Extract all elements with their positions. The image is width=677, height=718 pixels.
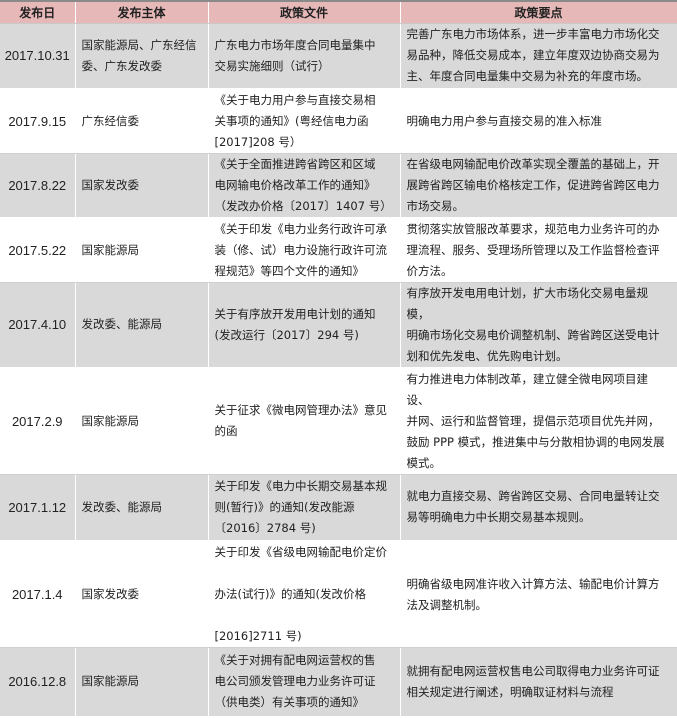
issuer-cell: 广东经信委 [75,88,209,154]
issuer-cell: 发改委、能源局 [75,282,209,369]
header-row: 发布日 发布主体 政策文件 政策要点 [0,1,677,24]
issuer-cell: 国家发改委 [75,153,209,219]
document-cell: 《关于电力用户参与直接交易相 关事项的通知》(粤经信电力函 [2017]208 … [208,88,401,154]
points-cell: 有力推进电力体制改革，建立健全微电网项目建设、 并网、运行和监督管理，提倡示范项… [400,367,677,475]
table-row: 2017.1.4 国家发改委 关于印发《省级电网输配电价定价 办法(试行)》的通知(… [0,541,677,648]
table-row: 2017.8.22 国家发改委 《关于全面推进跨省跨区和区域 电网输电价格改革工作的… [0,153,677,219]
document-cell: 广东电力市场年度合同电量集中 交易实施细则（试行） [208,23,401,90]
table-row: 2017.4.10 发改委、能源局 关于有序放开发用电计划的通知 (发改运行〔201… [0,282,677,369]
document-cell: 《关于对拥有配电网运营权的售 电公司颁发管理电力业务许可证 （供电类）有关事项的… [208,647,401,718]
issuer-cell: 国家能源局 [75,217,209,283]
table-row: 2017.5.22 国家能源局 《关于印发《电力业务行政许可承 装（修、试）电力设施… [0,217,677,283]
date-cell: 2016.12.8 [0,647,76,718]
date-cell: 2017.2.9 [0,367,76,475]
document-cell: 关于印发《省级电网输配电价定价 办法(试行)》的通知(发改价格 [2016]27… [208,541,401,648]
table-row: 2017.2.9 国家能源局 关于征求《微电网管理办法》意见 的函 有力推进电力体制改… [0,367,677,475]
document-cell: 《关于印发《电力业务行政许可承 装（修、试）电力设施行政许可流 程规范》等四个文… [208,217,401,283]
points-cell: 有序放开发电用电计划，扩大市场化交易电量规模， 明确市场化交易电价调整机制、跨省… [400,282,677,369]
date-cell: 2017.1.4 [0,541,76,648]
date-cell: 2017.1.12 [0,474,76,542]
points-cell: 就拥有配电网运营权售电公司取得电力业务许可证 相关规定进行阐述，明确取证材料与流… [400,647,677,718]
date-cell: 2017.9.15 [0,88,76,154]
document-cell: 关于征求《微电网管理办法》意见 的函 [208,367,401,475]
points-cell: 就电力直接交易、跨省跨区交易、合同电量转让交 易等明确电力中长期交易基本规则。 [400,474,677,542]
issuer-cell: 国家能源局、广东经信 委、广东发改委 [75,23,209,90]
points-cell: 贯彻落实放管服改革要求，规范电力业务许可的办 理流程、服务、受理场所管理以及工作… [400,217,677,283]
issuer-cell: 发改委、能源局 [75,474,209,542]
date-cell: 2017.8.22 [0,153,76,219]
table-row: 2017.9.15 广东经信委 《关于电力用户参与直接交易相 关事项的通知》(粤经信… [0,88,677,154]
document-cell: 关于有序放开发用电计划的通知 (发改运行〔2017〕294 号) [208,282,401,369]
points-cell: 明确省级电网准许收入计算方法、输配电价计算方 法及调整机制。 [400,541,677,648]
document-cell: 关于印发《电力中长期交易基本规 则(暂行)》的通知(发改能源 〔2016〕278… [208,474,401,542]
issuer-cell: 国家发改委 [75,541,209,648]
date-cell: 2017.4.10 [0,282,76,369]
points-cell: 在省级电网输配电价改革实现全覆盖的基础上，开 展跨省跨区输电价格核定工作，促进跨… [400,153,677,219]
table-row: 2016.12.8 国家能源局 《关于对拥有配电网运营权的售 电公司颁发管理电力业务… [0,647,677,718]
header-issuer: 发布主体 [75,1,209,24]
date-cell: 2017.5.22 [0,217,76,283]
header-date: 发布日 [0,1,76,24]
points-cell: 完善广东电力市场体系，进一步丰富电力市场化交 易品种，降低交易成本，建立年度双边… [400,23,677,90]
issuer-cell: 国家能源局 [75,367,209,475]
header-document: 政策文件 [208,1,401,24]
table-row: 2017.10.31 国家能源局、广东经信 委、广东发改委 广东电力市场年度合同电量… [0,23,677,90]
points-cell: 明确电力用户参与直接交易的准入标准 [400,88,677,154]
issuer-cell: 国家能源局 [75,647,209,718]
table-row: 2017.1.12 发改委、能源局 关于印发《电力中长期交易基本规 则(暂行)》的通… [0,474,677,542]
date-cell: 2017.10.31 [0,23,76,90]
document-cell: 《关于全面推进跨省跨区和区域 电网输电价格改革工作的通知》 （发改办价格〔201… [208,153,401,219]
header-points: 政策要点 [400,1,677,24]
